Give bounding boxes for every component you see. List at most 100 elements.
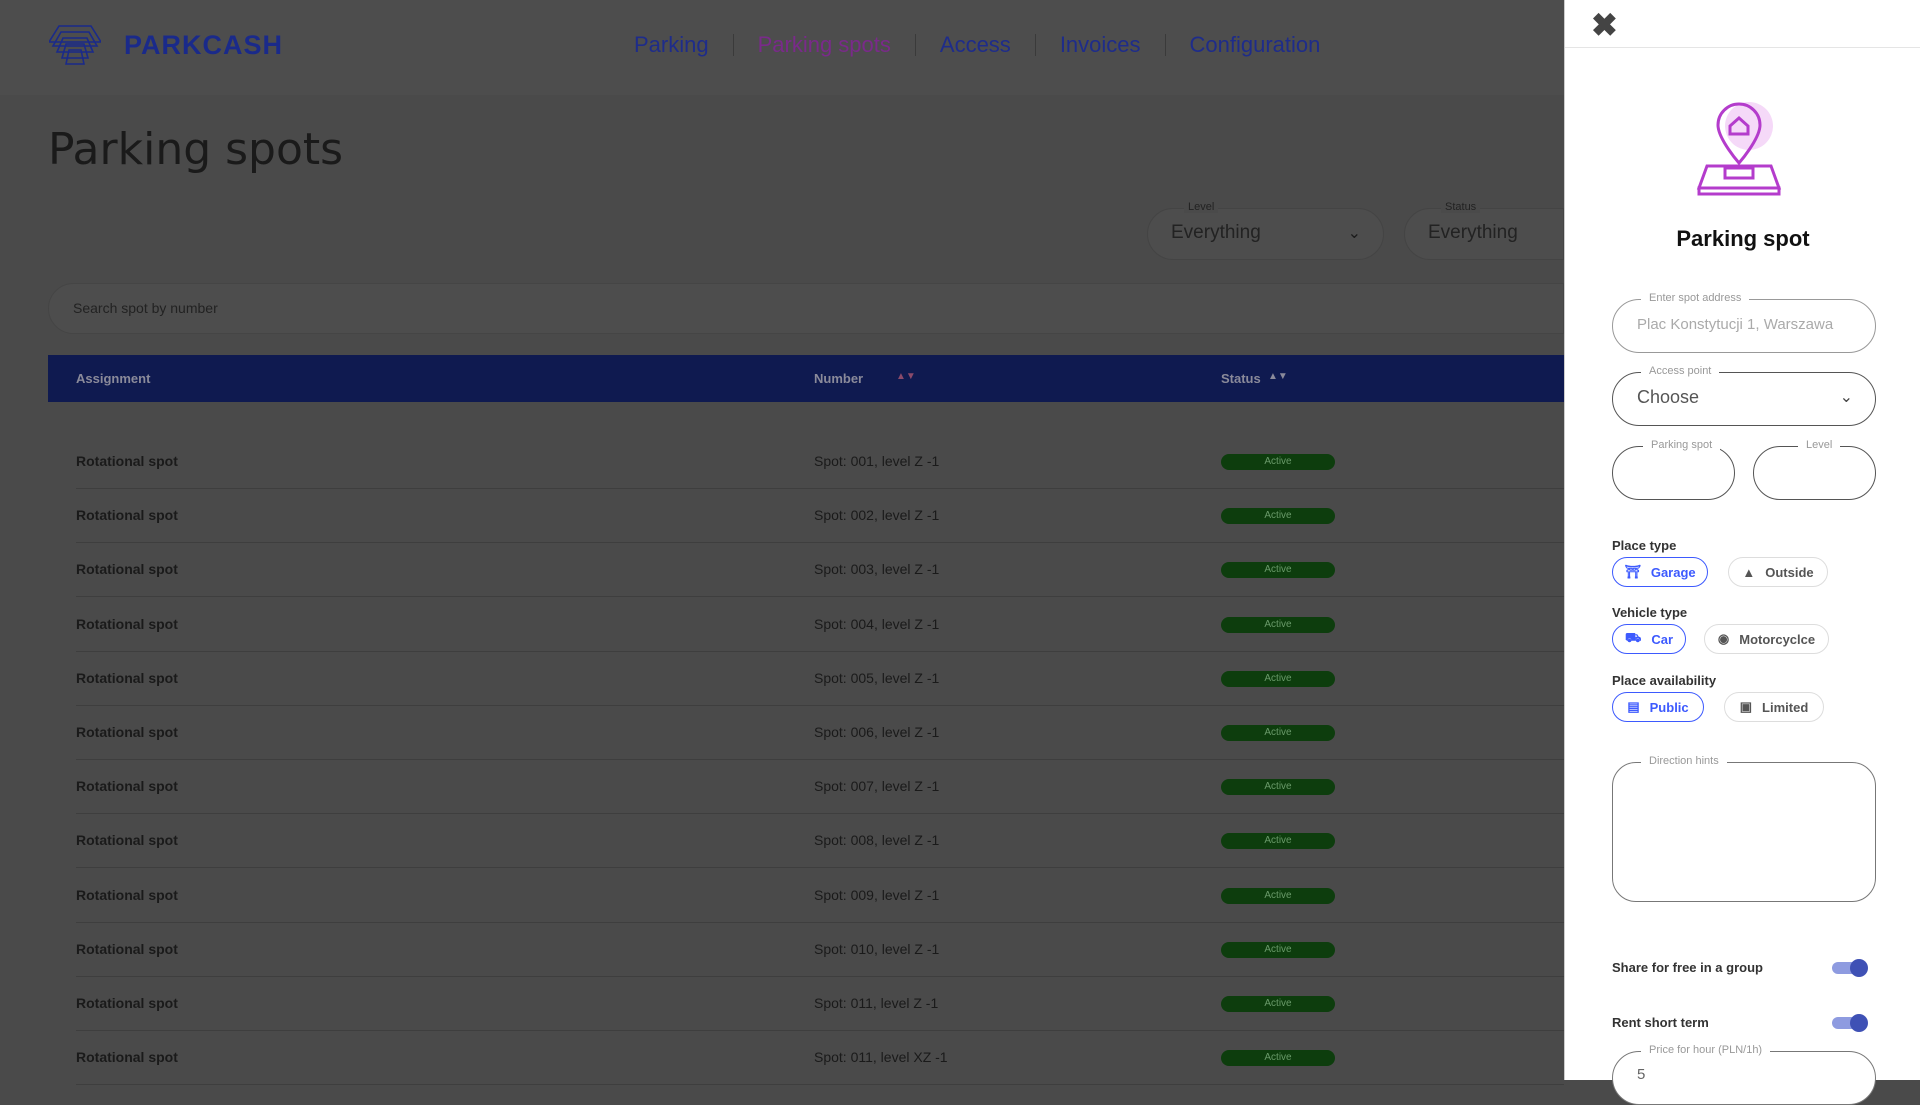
share-free-toggle[interactable] [1832, 959, 1868, 977]
table-row[interactable]: Rotational spot Spot: 005, level Z -1 Ac… [76, 652, 1564, 706]
chip-label: Motorcyclce [1739, 631, 1816, 647]
availability-public[interactable]: ▤ Public [1612, 692, 1704, 722]
search-input[interactable]: Search spot by number [48, 283, 1564, 334]
parking-spot-label: Parking spot [1643, 439, 1721, 451]
table-row[interactable]: Rotational spot Spot: 007, level Z -1 Ac… [76, 760, 1564, 815]
number-cell: Spot: 008, level Z -1 [814, 832, 940, 849]
access-point-select[interactable]: Access point Choose ⌄ [1612, 365, 1876, 426]
number-cell: Spot: 011, level Z -1 [814, 995, 939, 1011]
chevron-down-icon: ⌄ [1347, 225, 1361, 242]
nav-divider [1164, 34, 1166, 56]
close-icon[interactable]: ✖ [1591, 7, 1618, 43]
status-filter[interactable]: Status Everything [1404, 201, 1564, 260]
status-badge: Active [1221, 508, 1335, 525]
number-cell: Spot: 003, level Z -1 [814, 561, 940, 578]
column-assignment[interactable]: Assignment [76, 371, 151, 386]
page-title: Parking spots [48, 124, 344, 175]
open-door-icon: ▤ [1627, 699, 1640, 714]
nav-invoices[interactable]: Invoices [1059, 32, 1141, 57]
status-badge: Active [1221, 670, 1335, 687]
nav-divider [732, 34, 734, 56]
status-badge: Active [1221, 941, 1335, 958]
level-label: Level [1798, 439, 1841, 451]
parking-spot-drawer: ✖ Parking spot Enter spot address Plac K… [1564, 0, 1920, 1105]
table-row[interactable]: Rotational spot Spot: 008, level Z -1 Ac… [76, 814, 1564, 869]
status-badge: Active [1221, 1050, 1335, 1067]
assignment-cell: Rotational spot [76, 778, 178, 795]
divider [1565, 47, 1920, 48]
direction-hints-textarea[interactable]: Direction hints [1612, 755, 1876, 902]
number-cell: Spot: 001, level Z -1 [814, 453, 940, 469]
brand-name: PARKCASH [124, 30, 284, 60]
status-badge: Active [1221, 725, 1335, 741]
availability-limited[interactable]: ▣ Limited [1724, 692, 1824, 722]
status-filter-label: Status [1441, 201, 1481, 213]
vehicle-type-label: Vehicle type [1612, 605, 1688, 620]
assignment-cell: Rotational spot [76, 615, 178, 632]
assignment-cell: Rotational spot [76, 832, 178, 849]
sort-icon[interactable]: ▲▼ [896, 371, 916, 382]
assignment-cell: Rotational spot [76, 940, 178, 957]
table-row[interactable]: Rotational spot Spot: 002, level Z -1 Ac… [76, 489, 1564, 544]
nav-parking-spots[interactable]: Parking spots [757, 32, 891, 57]
table-row[interactable]: Rotational spot Spot: 001, level Z -1 Ac… [76, 435, 1564, 489]
table-row[interactable]: Rotational spot Spot: 003, level Z -1 Ac… [76, 543, 1564, 598]
vehicle-type-motorcycle[interactable]: ◉ Motorcyclce [1704, 624, 1829, 654]
table-row[interactable]: Rotational spot Spot: 009, level Z -1 Ac… [76, 869, 1564, 923]
access-point-value: Choose [1637, 387, 1700, 407]
price-label: Price for hour (PLN/1h) [1641, 1044, 1771, 1056]
level-input[interactable]: Level [1753, 439, 1876, 500]
table-row[interactable]: Rotational spot Spot: 006, level Z -1 Ac… [76, 706, 1564, 760]
assignment-cell: Rotational spot [76, 995, 178, 1011]
table-header: Assignment Number ▲▼ Status ▲▼ [48, 355, 1564, 402]
chip-label: Garage [1650, 564, 1696, 580]
column-status[interactable]: Status [1221, 371, 1261, 386]
assignment-cell: Rotational spot [76, 1049, 178, 1066]
car-icon: ⛟ [1624, 630, 1642, 645]
main-nav: Parking Parking spots Access Invoices Co… [634, 32, 1320, 58]
address-label: Enter spot address [1641, 292, 1750, 304]
road-icon: ▲ [1742, 564, 1756, 580]
parking-spot-input[interactable]: Parking spot [1612, 439, 1735, 500]
status-badge: Active [1221, 562, 1335, 579]
price-input[interactable]: Price for hour (PLN/1h) 5 [1612, 1044, 1876, 1105]
assignment-cell: Rotational spot [76, 724, 178, 740]
table-row[interactable]: Rotational spot Spot: 010, level Z -1 Ac… [76, 923, 1564, 977]
number-cell: Spot: 006, level Z -1 [814, 724, 940, 740]
table-row[interactable]: Rotational spot Spot: 004, level Z -1 Ac… [76, 598, 1564, 652]
number-cell: Spot: 004, level Z -1 [814, 615, 940, 632]
price-value: 5 [1637, 1066, 1646, 1083]
access-point-label: Access point [1641, 365, 1720, 377]
nav-access[interactable]: Access [939, 32, 1011, 57]
nav-divider [1034, 34, 1036, 56]
sort-icon[interactable]: ▲▼ [1268, 371, 1288, 382]
share-free-label: Share for free in a group [1612, 960, 1763, 975]
nav-configuration[interactable]: Configuration [1189, 32, 1321, 57]
number-cell: Spot: 005, level Z -1 [814, 669, 940, 686]
drawer-title: Parking spot [1676, 226, 1810, 251]
number-cell: Spot: 010, level Z -1 [814, 940, 940, 957]
table-row[interactable]: Rotational spot Spot: 011, level Z -1 Ac… [76, 977, 1564, 1031]
chip-label: Outside [1765, 564, 1814, 580]
level-filter-label: Level [1184, 201, 1219, 213]
vehicle-type-car[interactable]: ⛟ Car [1612, 624, 1686, 654]
table-row[interactable]: Rotational spot Spot: 011, level XZ -1 A… [76, 1031, 1564, 1086]
address-input[interactable]: Enter spot address Plac Konstytucji 1, W… [1612, 292, 1876, 353]
place-type-outside[interactable]: ▲ Outside [1728, 557, 1828, 587]
place-type-garage[interactable]: ⛩ Garage [1612, 557, 1708, 587]
location-pin-parking-icon [1696, 102, 1782, 196]
level-filter[interactable]: Level Everything ⌄ [1147, 201, 1384, 260]
motorcycle-icon: ◉ [1717, 631, 1730, 646]
assignment-cell: Rotational spot [76, 886, 178, 903]
column-number[interactable]: Number [814, 371, 864, 386]
status-badge: Active [1221, 779, 1335, 796]
number-cell: Spot: 007, level Z -1 [814, 778, 940, 795]
status-badge: Active [1221, 616, 1335, 633]
nav-parking[interactable]: Parking [634, 32, 709, 57]
number-cell: Spot: 002, level Z -1 [814, 507, 940, 524]
status-badge: Active [1221, 454, 1335, 470]
parkcash-logo-icon [49, 25, 101, 65]
place-type-label: Place type [1612, 538, 1677, 553]
rent-short-toggle[interactable] [1832, 1014, 1868, 1032]
nav-divider [914, 34, 916, 56]
